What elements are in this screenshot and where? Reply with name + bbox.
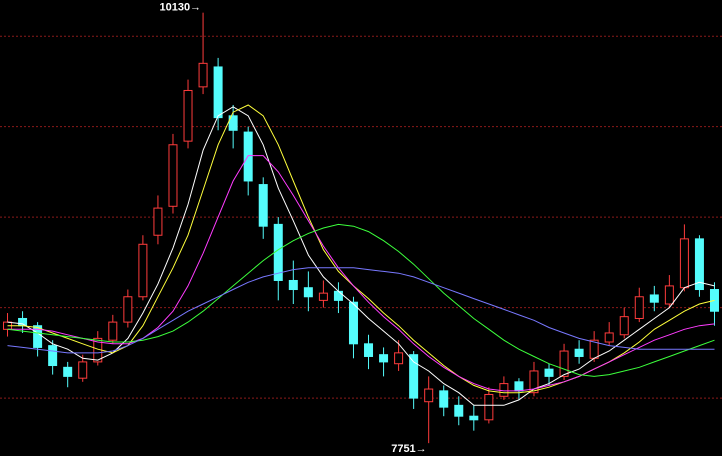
candle-body [153,207,163,236]
moving-average [7,155,715,392]
candle-body [318,292,328,301]
candle-body [664,285,674,305]
candle-body [198,62,208,88]
candle-body [529,370,539,394]
candle-body [634,296,644,319]
candle-body [33,325,43,348]
candle-body [574,348,584,357]
candle-body [619,316,629,336]
candle-body [138,243,148,298]
candle-body [18,317,28,327]
candle-body [544,368,554,377]
candle-body [303,287,313,298]
candle-body [439,390,449,408]
candle-body [424,388,434,403]
candle-body [213,66,223,119]
candle-body [168,144,178,207]
candle-body [484,393,494,421]
candle-body [333,290,343,301]
candle-body [559,350,569,377]
candle-body [694,238,704,291]
moving-average [7,106,715,406]
candle-body [679,238,689,289]
candle-body [469,415,479,421]
candle-body [604,332,614,343]
candle-body [394,352,404,365]
candle-body [348,301,358,345]
low-annotation: 7751→ [391,443,426,455]
candle-body [649,294,659,303]
candle-body [123,296,133,323]
candle-body [228,115,238,131]
candle-body [183,89,193,142]
high-annotation: 10130→ [159,2,201,14]
candle-body [108,321,118,341]
moving-average [7,267,715,354]
candle-body [514,381,524,392]
candle-body [454,404,464,417]
candle-body [379,354,389,363]
moving-average [7,223,715,377]
candle-body [364,343,374,357]
candle-body [48,345,58,367]
candle-body [258,184,268,227]
candle-body [288,279,298,291]
candle-body [499,383,509,397]
candle-body [409,354,419,399]
candle-body [63,366,73,377]
candle-body [78,361,88,379]
